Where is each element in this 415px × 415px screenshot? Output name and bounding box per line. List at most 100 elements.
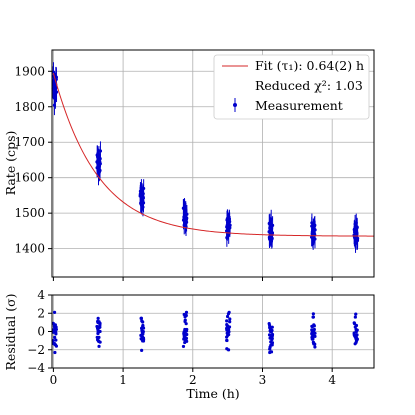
fit-curve	[52, 72, 375, 237]
main-y-tick-label: 1700	[14, 135, 45, 149]
residual-point	[225, 338, 229, 343]
main-ticks: 1400 1500 1600 1700 1800 1900	[14, 64, 333, 281]
residual-point	[140, 348, 144, 352]
residual-point	[185, 332, 189, 337]
legend-measurement-marker-swatch	[233, 103, 237, 107]
residual-x-tick-label: 4	[328, 373, 336, 387]
residual-point	[140, 319, 144, 323]
legend-fit-label: Fit (τ₁): 0.64(2) h	[255, 58, 364, 73]
residual-point	[184, 322, 188, 326]
residual-point	[353, 342, 357, 346]
main-y-axis-label: Rate (cps)	[3, 131, 18, 196]
residual-point	[228, 320, 232, 324]
residual-ticks: 0 1 2 3 4 −4 −2 0 2 4	[27, 288, 336, 387]
residual-point	[184, 310, 189, 314]
legend-box	[213, 54, 370, 120]
residual-point	[268, 326, 272, 330]
residual-point	[181, 344, 186, 349]
residual-point	[97, 344, 101, 348]
legend-measurement-label: Measurement	[255, 98, 343, 113]
residual-y-tick-label: 2	[37, 306, 45, 320]
residual-point	[354, 312, 358, 316]
residual-point	[182, 334, 186, 338]
residual-point	[96, 316, 100, 321]
residual-point	[228, 317, 232, 321]
residual-y-tick-label: −4	[27, 361, 45, 375]
residual-point	[311, 312, 315, 316]
residual-point	[268, 329, 273, 334]
residual-y-tick-label: 4	[37, 288, 45, 302]
main-y-tick-label: 1800	[14, 100, 45, 114]
residual-y-axis-label: Residual (σ)	[3, 294, 18, 371]
main-y-tick-label: 1500	[14, 206, 45, 220]
residual-point	[183, 338, 188, 342]
residual-point	[226, 329, 230, 334]
residual-point	[352, 322, 357, 326]
residual-point	[267, 322, 271, 326]
residual-point	[225, 319, 229, 323]
main-panel: 1400 1500 1600 1700 1800 1900 Rate (cps) Fit …	[3, 49, 375, 281]
residual-point	[353, 334, 357, 338]
residual-point	[269, 350, 274, 354]
residual-point	[225, 347, 229, 351]
residual-point	[227, 310, 231, 314]
residual-point	[183, 315, 187, 319]
residual-panel: 0 1 2 3 4 −4 −2 0 2 4 Residual (σ) Time (h)	[3, 288, 375, 401]
residual-point	[54, 338, 58, 342]
legend-chi2-label: Reduced χ²: 1.03	[255, 78, 363, 93]
residual-point	[183, 318, 187, 322]
residual-point	[183, 330, 187, 334]
residual-point	[311, 315, 315, 319]
measurement-point	[356, 236, 360, 240]
measurement-point	[355, 225, 359, 230]
residual-point	[313, 345, 317, 349]
residual-point	[96, 339, 101, 343]
residual-point	[97, 325, 101, 330]
residual-point	[53, 350, 57, 355]
residual-point	[53, 335, 57, 339]
residual-point	[98, 323, 102, 327]
residual-point	[268, 347, 272, 351]
measurement-point	[270, 223, 275, 227]
x-axis-label: Time (h)	[186, 386, 239, 401]
residual-x-tick-label: 0	[50, 373, 58, 387]
residual-point	[52, 310, 57, 314]
residual-point	[354, 329, 358, 333]
residual-point	[267, 333, 272, 337]
residual-point	[353, 315, 357, 319]
residual-x-tick-label: 1	[119, 373, 127, 387]
residual-point	[353, 325, 357, 329]
residual-point	[226, 324, 230, 328]
residual-point	[96, 319, 100, 324]
residual-point	[139, 316, 144, 320]
residual-point	[310, 329, 314, 333]
measurement-point	[313, 228, 317, 232]
residual-point	[312, 342, 316, 346]
residual-point	[139, 333, 143, 337]
residual-point	[53, 323, 57, 327]
residual-point	[96, 331, 100, 336]
measurement-point	[54, 75, 58, 79]
residual-point	[140, 329, 144, 333]
residual-point	[268, 336, 272, 340]
measurement-point	[98, 162, 102, 166]
residual-point	[312, 334, 316, 338]
residual-point	[140, 326, 145, 330]
residual-point	[96, 336, 100, 340]
measurement-point	[54, 90, 59, 94]
measurement-point	[185, 212, 189, 216]
main-y-tick-label: 1600	[14, 171, 45, 185]
residual-x-tick-label: 3	[259, 373, 267, 387]
residual-x-tick-label: 2	[189, 373, 197, 387]
measurement-point	[98, 149, 103, 153]
residual-point	[54, 330, 58, 334]
main-plot-area	[51, 62, 375, 253]
residual-point	[310, 324, 314, 328]
measurement-point	[228, 223, 232, 227]
residual-point	[225, 314, 230, 319]
residual-point	[270, 343, 274, 347]
residual-point	[139, 337, 143, 341]
main-y-tick-label: 1900	[14, 64, 45, 78]
residual-plot-area	[51, 310, 359, 355]
